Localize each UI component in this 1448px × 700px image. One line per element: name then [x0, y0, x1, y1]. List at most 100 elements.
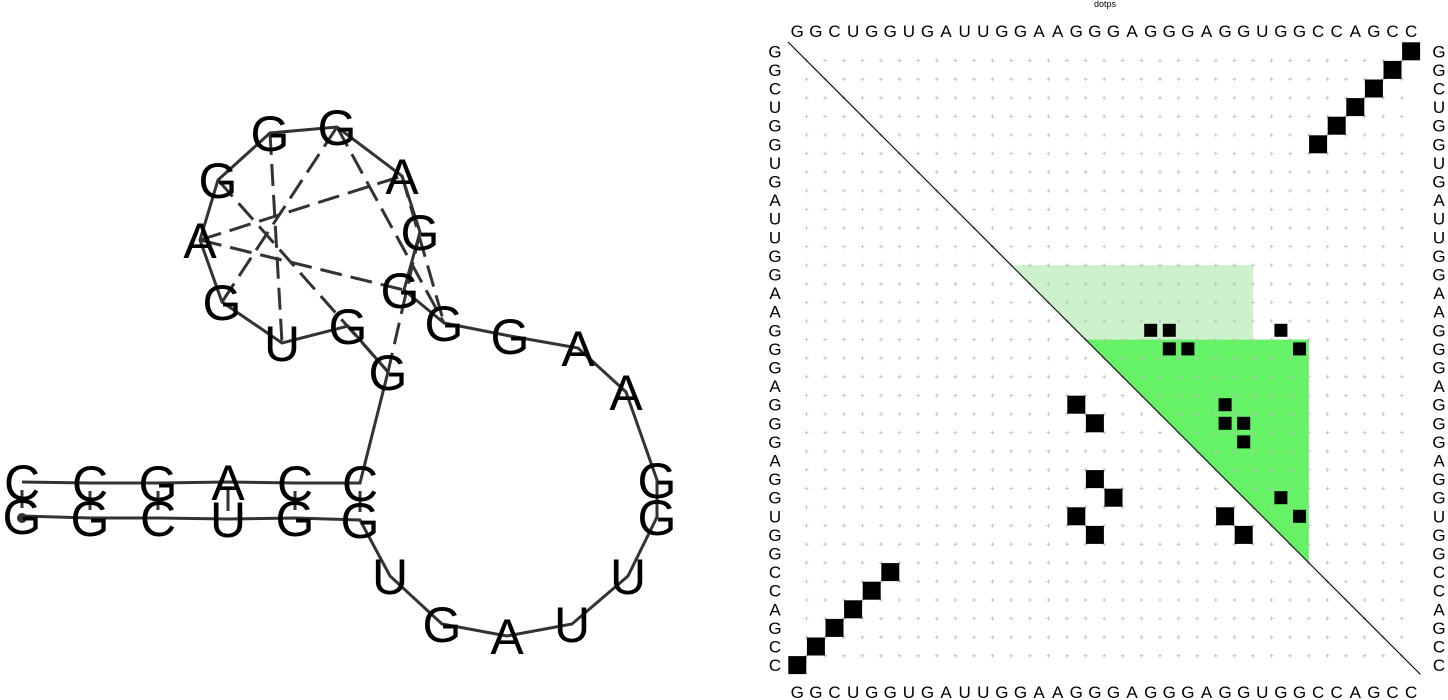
- top-sequence-label: G: [1293, 22, 1306, 41]
- left-sequence-label: G: [768, 359, 781, 378]
- top-sequence-label: A: [1350, 22, 1362, 41]
- base-stem-bottom: G: [71, 491, 110, 547]
- top-sequence-label: A: [1126, 22, 1138, 41]
- base-loop-right: G: [638, 453, 677, 509]
- left-sequence-label: G: [768, 266, 781, 285]
- quadruplex-dot: [1144, 323, 1158, 337]
- top-sequence-label: C: [1405, 22, 1417, 41]
- bottom-sequence-label: G: [1144, 683, 1157, 700]
- right-sequence-label: U: [1433, 98, 1445, 117]
- bottom-sequence-label: C: [1405, 683, 1417, 700]
- bottom-sequence-label: C: [1331, 683, 1343, 700]
- backbone-line: [21, 125, 659, 638]
- right-sequence-label: A: [1433, 452, 1445, 471]
- lower-pair-dot: [844, 600, 863, 619]
- right-sequence-label: C: [1433, 582, 1445, 601]
- left-sequence-label: G: [768, 619, 781, 638]
- quadruplex-dot: [1274, 323, 1288, 337]
- top-sequence-label: G: [1070, 22, 1083, 41]
- right-sequence-label: G: [1432, 433, 1445, 452]
- left-sequence-label: C: [769, 656, 781, 675]
- top-sequence-label: G: [809, 22, 822, 41]
- left-sequence-label: G: [768, 470, 781, 489]
- top-sequence-label: A: [1201, 22, 1213, 41]
- top-sequence-label: A: [940, 22, 952, 41]
- bottom-sequence-label: A: [940, 683, 952, 700]
- base-loop-right: G: [638, 490, 677, 546]
- right-sequence-label: U: [1433, 210, 1445, 229]
- bottom-sequence-label: C: [1312, 683, 1324, 700]
- base-stem-bottom: C: [140, 491, 176, 547]
- left-sequence-label: C: [769, 563, 781, 582]
- quadruplex-dot: [1237, 435, 1251, 449]
- lower-quadruplex-dot: [1067, 507, 1086, 526]
- base-stem-top: C: [342, 456, 378, 512]
- top-sequence-label: C: [1331, 22, 1343, 41]
- pair-probability-dots: [788, 42, 1421, 675]
- bottom-sequence-label: G: [921, 683, 934, 700]
- top-sequence-label: G: [1237, 22, 1250, 41]
- bottom-sequence-label: G: [995, 683, 1008, 700]
- bottom-sequence-label: A: [1033, 683, 1045, 700]
- top-sequence-label: G: [1367, 22, 1380, 41]
- quadruplex-dot: [1218, 416, 1232, 430]
- base-quadruplex: G: [199, 153, 238, 209]
- bottom-sequence-label: G: [1274, 683, 1287, 700]
- top-sequence-label: G: [1088, 22, 1101, 41]
- bottom-sequence-label: G: [809, 683, 822, 700]
- base-quadruplex: G: [329, 299, 368, 355]
- base-stem-bottom: U: [210, 492, 246, 548]
- left-sequence-label: G: [768, 135, 781, 154]
- lower-quadruplex-dot: [1216, 507, 1235, 526]
- lower-quadruplex-dot: [1234, 525, 1253, 544]
- quadruplex-link: [220, 126, 339, 303]
- left-sequence-label: G: [768, 414, 781, 433]
- right-sequence-label: C: [1433, 656, 1445, 675]
- bottom-sequence-label: G: [1293, 683, 1306, 700]
- base-stem-top: C: [4, 455, 40, 511]
- left-sequence-label: A: [769, 600, 781, 619]
- base-quadruplex: G: [381, 263, 420, 319]
- base-stem-bottom: G: [3, 489, 42, 545]
- bottom-sequence-label: G: [1107, 683, 1120, 700]
- base-stem-top: C: [277, 456, 313, 512]
- top-sequence-label: A: [1033, 22, 1045, 41]
- bottom-sequence-label: U: [903, 683, 915, 700]
- lower-pair-dot: [806, 637, 825, 656]
- left-sequence-label: G: [768, 396, 781, 415]
- quadruplex-dot: [1274, 491, 1288, 505]
- bottom-sequence-label: U: [977, 683, 989, 700]
- top-sequence-label: G: [995, 22, 1008, 41]
- right-sequence-label: C: [1433, 638, 1445, 657]
- top-sequence-label: G: [921, 22, 934, 41]
- left-sequence-label: A: [769, 191, 781, 210]
- top-sequence-label: G: [1274, 22, 1287, 41]
- bottom-sequence-label: G: [1070, 683, 1083, 700]
- upper-pair-dot: [1309, 135, 1328, 154]
- quadruplex-link: [199, 238, 405, 292]
- base-quadruplex: G: [203, 275, 242, 331]
- top-sequence-label: A: [1052, 22, 1064, 41]
- quadruplex-dot: [1293, 342, 1306, 356]
- bottom-sequence-label: U: [1256, 683, 1268, 700]
- base-quadruplex: A: [183, 213, 217, 269]
- right-sequence-label: G: [1432, 173, 1445, 192]
- base-loop-right: G: [425, 296, 464, 352]
- right-sequence-label: C: [1433, 80, 1445, 99]
- left-sequence-label: G: [768, 489, 781, 508]
- right-sequence-label: G: [1432, 135, 1445, 154]
- left-sequence-label: A: [769, 284, 781, 303]
- right-sequence-label: G: [1432, 489, 1445, 508]
- top-sequence-label: U: [1256, 22, 1268, 41]
- bottom-sequence-label: U: [847, 683, 859, 700]
- left-sequence-label: G: [768, 433, 781, 452]
- structure-backbone: [17, 125, 659, 638]
- dot-plot-grid: [787, 41, 1421, 675]
- left-sequence-label: G: [768, 247, 781, 266]
- top-sequence-label: U: [847, 22, 859, 41]
- top-sequence-label: U: [903, 22, 915, 41]
- bottom-sequence-label: G: [1237, 683, 1250, 700]
- lower-quadruplex-dot: [1085, 525, 1104, 544]
- quadruplex-dot: [1181, 342, 1195, 356]
